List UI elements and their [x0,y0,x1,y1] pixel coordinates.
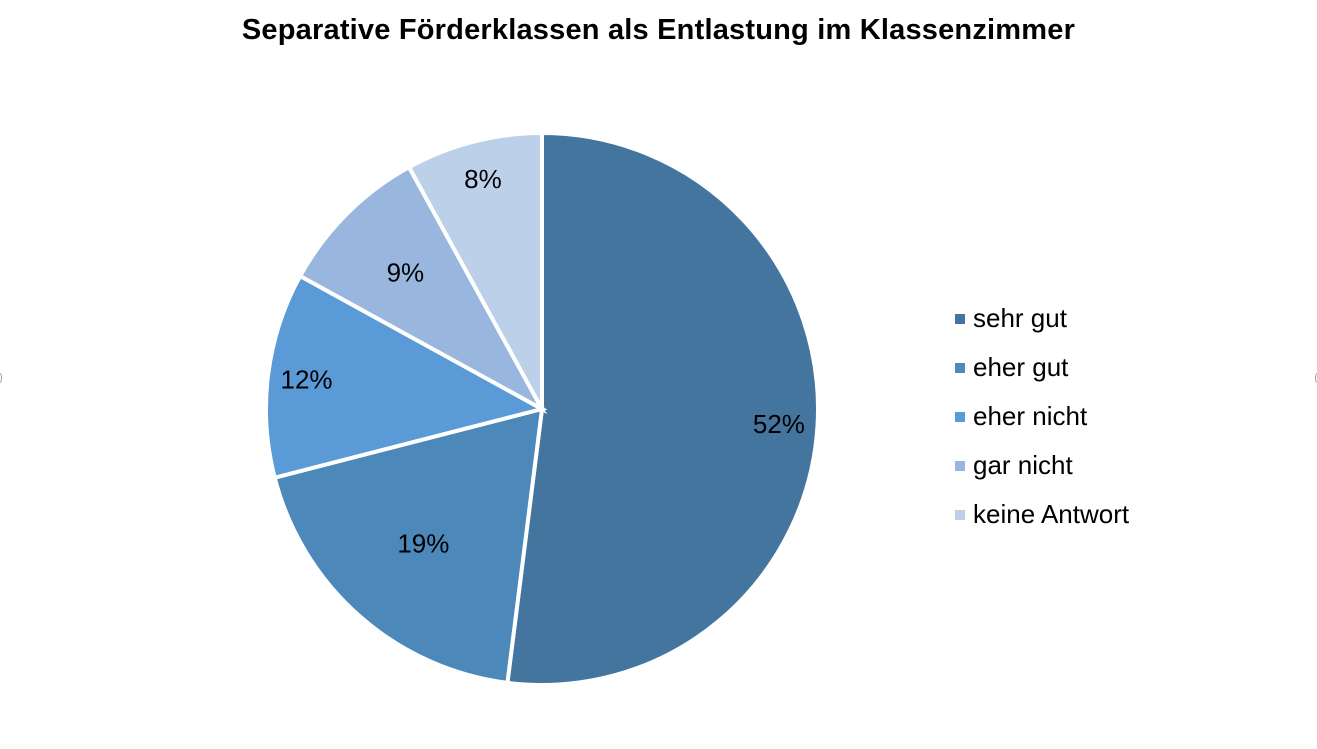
pie-slice-keine-antwort [406,130,544,410]
pie-slice-eher-nicht [264,273,548,481]
legend-label: eher nicht [973,401,1088,431]
legend-swatch [955,460,965,471]
legend-label: gar nicht [973,450,1073,480]
legend-label: sehr gut [973,303,1067,333]
right-resize-handle[interactable] [1315,373,1317,383]
pie-data-labels: 52% 19% 12% 9% 8% [280,164,804,558]
data-label-eher-gut: 19% [397,529,449,559]
legend-item-keine-antwort: keine Antwort [955,490,1129,539]
pie-slices [264,130,820,687]
legend-item-gar-nicht: gar nicht [955,441,1129,490]
chart-title: Separative Förderklassen als Entlastung … [241,14,1076,46]
legend-swatch [955,411,965,422]
legend-label: eher gut [973,352,1069,382]
legend-swatch [955,313,965,324]
data-label-sehr-gut: 52% [753,409,805,439]
chart-legend: sehr gut eher gut eher nicht gar nicht keine… [955,294,1129,539]
legend-swatch [955,362,965,373]
data-label-gar-nicht: 9% [387,257,425,287]
legend-label: keine Antwort [973,499,1130,529]
pie-slice-gar-nicht [297,164,548,415]
data-label-keine-antwort: 8% [464,164,502,194]
legend-item-eher-gut: eher gut [955,343,1129,392]
legend-item-sehr-gut: sehr gut [955,294,1129,343]
data-label-eher-nicht: 12% [280,364,332,394]
pie-slice-sehr-gut [505,130,820,687]
legend-item-eher-nicht: eher nicht [955,392,1129,441]
legend-swatch [955,509,965,520]
pie-slice-eher-gut [272,406,545,686]
